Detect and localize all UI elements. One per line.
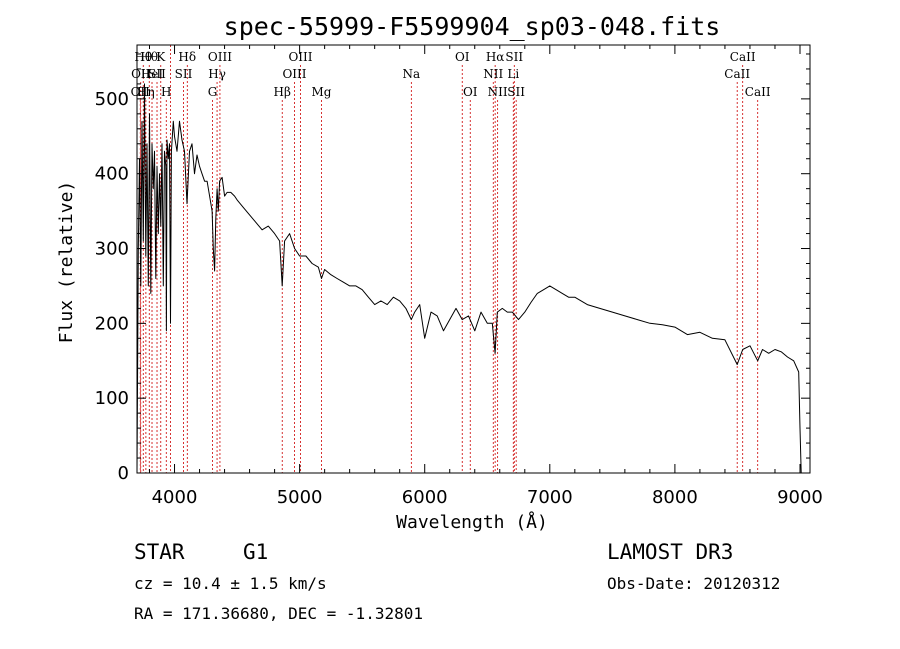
line-marker-label-15: Hβ <box>274 85 291 99</box>
y-axis-label: Flux (relative) <box>56 181 77 344</box>
line-marker-label-8: H <box>161 85 171 99</box>
x-tick-label-8000: 8000 <box>652 487 698 508</box>
line-marker-label-21: OI <box>463 85 478 99</box>
object-subclass: G1 <box>243 540 269 564</box>
y-tick-label-0: 0 <box>118 463 129 484</box>
line-marker-label-5: HeI <box>141 67 164 81</box>
obs-date: Obs-Date: 20120312 <box>607 574 781 593</box>
x-tick-label-7000: 7000 <box>527 487 573 508</box>
x-axis-ticks: 4000 5000 6000 7000 8000 9000 <box>149 45 823 508</box>
line-marker-label-16: OIII <box>282 67 306 81</box>
line-marker-label-25: Li <box>507 67 519 81</box>
line-marker-label-11: Hδ <box>178 50 196 64</box>
line-marker-label-18: Mg <box>312 85 332 99</box>
spectrum-plot: spec-55999-F5599904_sp03-048.fits OII OII… <box>56 12 823 533</box>
line-marker-label-23: Hα <box>486 50 505 64</box>
x-tick-label-9000: 9000 <box>777 487 823 508</box>
line-marker-label-12: G <box>208 85 218 99</box>
line-marker-label-6: SII <box>148 67 166 81</box>
x-tick-label-5000: 5000 <box>277 487 323 508</box>
line-marker-label-10: SII <box>175 67 193 81</box>
y-tick-label-200: 200 <box>95 313 129 334</box>
line-marker-label-13: Hγ <box>208 67 226 81</box>
line-marker-label-3: Hη <box>137 85 155 99</box>
line-marker-label-29: CaII <box>730 50 756 64</box>
line-marker-label-26: SII <box>505 50 523 64</box>
chart-title: spec-55999-F5599904_sp03-048.fits <box>224 12 721 41</box>
x-axis-label: Wavelength (Å) <box>396 511 548 533</box>
line-markers <box>139 45 759 473</box>
line-marker-label-30: CaII <box>745 85 771 99</box>
y-tick-label-400: 400 <box>95 164 129 185</box>
redshift-cz: cz = 10.4 ± 1.5 km/s <box>134 574 327 593</box>
ra-dec: RA = 171.36680, DEC = -1.32801 <box>134 604 423 623</box>
line-marker-label-7: K <box>156 50 166 64</box>
line-marker-label-0: OII <box>131 85 151 99</box>
object-class: STAR <box>134 540 185 564</box>
x-tick-label-6000: 6000 <box>402 487 448 508</box>
line-marker-label-24: NII <box>488 85 508 99</box>
y-tick-label-300: 300 <box>95 239 129 260</box>
line-marker-label-1: OII <box>131 67 151 81</box>
survey-name: LAMOST DR3 <box>607 540 734 564</box>
y-axis-ticks: 0 100 200 300 400 500 <box>95 53 810 484</box>
line-marker-label-28: CaII <box>724 67 750 81</box>
x-tick-label-4000: 4000 <box>152 487 198 508</box>
line-marker-labels: OIIOIIHθHηHθHeISIIKHSIIHδGHγOIIIHβOIIIOI… <box>131 50 771 99</box>
line-marker-label-17: OIII <box>288 50 312 64</box>
y-tick-label-500: 500 <box>95 89 129 110</box>
y-tick-label-100: 100 <box>95 388 129 409</box>
spectrum-series <box>136 83 802 474</box>
line-marker-label-19: Na <box>403 67 421 81</box>
plot-frame <box>136 44 811 474</box>
line-marker-label-20: OI <box>455 50 470 64</box>
line-marker-label-27: SII <box>507 85 525 99</box>
spectrum-line <box>136 83 802 474</box>
line-marker-label-14: OIII <box>208 50 232 64</box>
line-marker-label-22: NII <box>483 67 503 81</box>
line-marker-label-4: Hθ <box>140 50 158 64</box>
